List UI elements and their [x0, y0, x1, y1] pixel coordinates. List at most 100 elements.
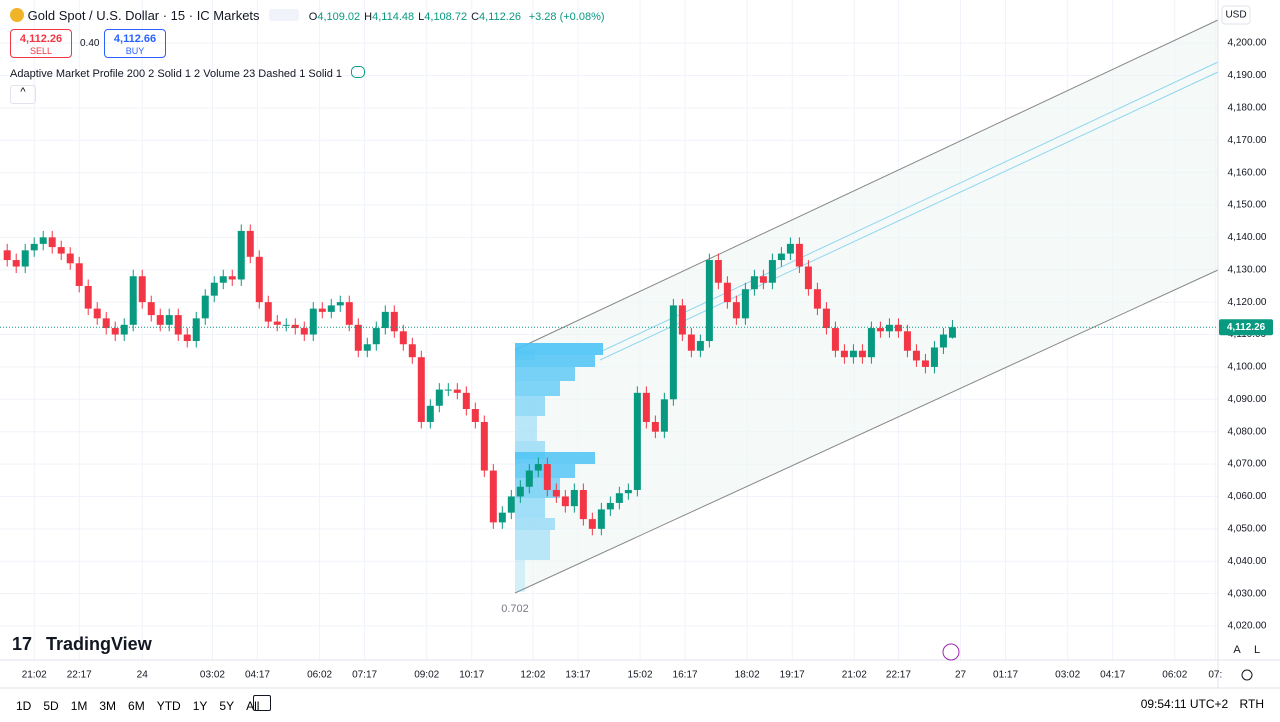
range-button[interactable]: 3M	[99, 699, 117, 713]
range-button[interactable]: 5Y	[219, 699, 235, 713]
range-button[interactable]: YTD	[156, 699, 181, 713]
settings-icon[interactable]	[1241, 669, 1253, 681]
x-tick-label: 21:02	[22, 670, 47, 681]
candle-body	[102, 318, 110, 329]
candle-body	[84, 285, 92, 309]
auto-button[interactable]: A	[1233, 644, 1241, 656]
candle-body	[426, 405, 434, 422]
candle-body	[318, 308, 326, 312]
candle-body	[696, 341, 704, 351]
indicator[interactable]: Adaptive Market Profile 200 2 Solid 1 2 …	[10, 68, 343, 80]
candle-body	[444, 389, 452, 391]
sell-button[interactable]: 4,112.26 SELL	[10, 29, 72, 58]
candle-body	[750, 276, 758, 290]
candle-body	[795, 243, 803, 267]
indicator-icon[interactable]	[351, 66, 366, 78]
candle-body	[336, 302, 344, 306]
logo-mark: 17	[12, 634, 32, 654]
currency-box[interactable]	[1221, 5, 1251, 25]
last-price-label: 4,112.26	[1227, 322, 1266, 333]
y-tick-label: 4,180.00	[1228, 102, 1267, 113]
candle-body	[93, 308, 101, 319]
brand: TradingView	[46, 634, 153, 654]
ohlc-key: O	[308, 11, 318, 23]
candle-body	[498, 512, 506, 523]
candle-body	[453, 389, 461, 393]
log-button[interactable]: L	[1254, 644, 1260, 656]
y-tick-label: 4,090.00	[1228, 394, 1267, 405]
symbol[interactable]: Gold Spot / U.S. Dollar · 15 · IC Market…	[27, 8, 260, 23]
candle-body	[372, 328, 380, 345]
candle-body	[147, 302, 155, 316]
x-tick-label: 15:02	[628, 670, 653, 681]
candle-body	[489, 470, 497, 523]
candle-body	[588, 519, 596, 529]
y-tick-label: 4,100.00	[1228, 362, 1267, 373]
buy-label: BUY	[125, 46, 145, 56]
candle-body	[606, 502, 614, 510]
candle-body	[273, 321, 281, 325]
currency[interactable]: USD	[1225, 10, 1246, 21]
candle-body	[687, 334, 695, 351]
x-tick-label: 04:17	[1100, 670, 1125, 681]
range-button[interactable]: 6M	[128, 699, 145, 713]
candle-body	[255, 256, 263, 303]
candle-body	[759, 276, 767, 283]
candle-body	[633, 392, 641, 490]
candle-body	[399, 331, 407, 345]
range-button[interactable]: All	[246, 699, 260, 713]
y-tick-label: 4,060.00	[1228, 491, 1267, 502]
range-button[interactable]: 1D	[16, 699, 32, 713]
x-tick-label: 12:02	[520, 670, 545, 681]
ohlc-value: 4,112.26	[479, 11, 522, 23]
candle-body	[570, 489, 578, 507]
candle-body	[669, 305, 677, 400]
buy-button[interactable]: 4,112.66 BUY	[104, 29, 166, 58]
candle-body	[246, 230, 254, 257]
candle-body	[867, 328, 875, 358]
candle-body	[732, 302, 740, 319]
date-range-icon[interactable]	[253, 695, 271, 711]
range-button[interactable]: 1M	[70, 699, 88, 713]
y-tick-label: 4,040.00	[1228, 556, 1267, 567]
range-button[interactable]: 5D	[43, 699, 59, 713]
candle-body	[435, 389, 443, 406]
clock: 09:54:11 UTC+2	[1140, 697, 1229, 711]
indicator-row: Adaptive Market Profile 200 2 Solid 1 2 …	[10, 66, 366, 80]
candle-body	[129, 276, 137, 325]
ohlc-key: C	[471, 11, 480, 23]
candle-body	[516, 486, 524, 497]
y-tick-label: 4,050.00	[1228, 523, 1267, 534]
candle-body	[192, 318, 200, 342]
candle-body	[57, 247, 65, 254]
candle-body	[471, 409, 479, 422]
x-tick-label: 10:17	[459, 670, 484, 681]
x-tick-label: 16:17	[673, 670, 698, 681]
y-tick-label: 4,030.00	[1228, 588, 1267, 599]
candle-body	[228, 276, 236, 280]
ohlc: O4,109.02 H4,114.48 L4,108.72 C4,112.26	[309, 11, 525, 23]
y-tick-label: 4,160.00	[1228, 167, 1267, 178]
y-tick-label: 4,150.00	[1228, 200, 1267, 211]
x-tick-label: 01:17	[993, 670, 1018, 681]
session[interactable]: RTH	[1239, 697, 1264, 711]
channel-label: 0.702	[501, 603, 529, 615]
candle-body	[543, 464, 551, 490]
x-tick-label: 03:02	[200, 670, 225, 681]
candle-body	[66, 253, 74, 264]
collapse-button[interactable]: ^	[10, 85, 36, 104]
candle-body	[849, 350, 857, 358]
range-button[interactable]: 1Y	[192, 699, 208, 713]
candle-body	[948, 327, 956, 338]
candle-body	[534, 464, 542, 471]
event-icon[interactable]	[942, 643, 960, 661]
candle-body	[777, 253, 785, 261]
change: +3.28 (+0.08%)	[528, 11, 605, 23]
x-tick-label: 18:02	[735, 670, 760, 681]
symbol-row: Gold Spot / U.S. Dollar · 15 · IC Market…	[10, 8, 605, 23]
candle-body	[75, 263, 83, 286]
candle-body	[894, 324, 902, 332]
poc-line	[599, 71, 1219, 361]
candle-body	[309, 308, 317, 335]
